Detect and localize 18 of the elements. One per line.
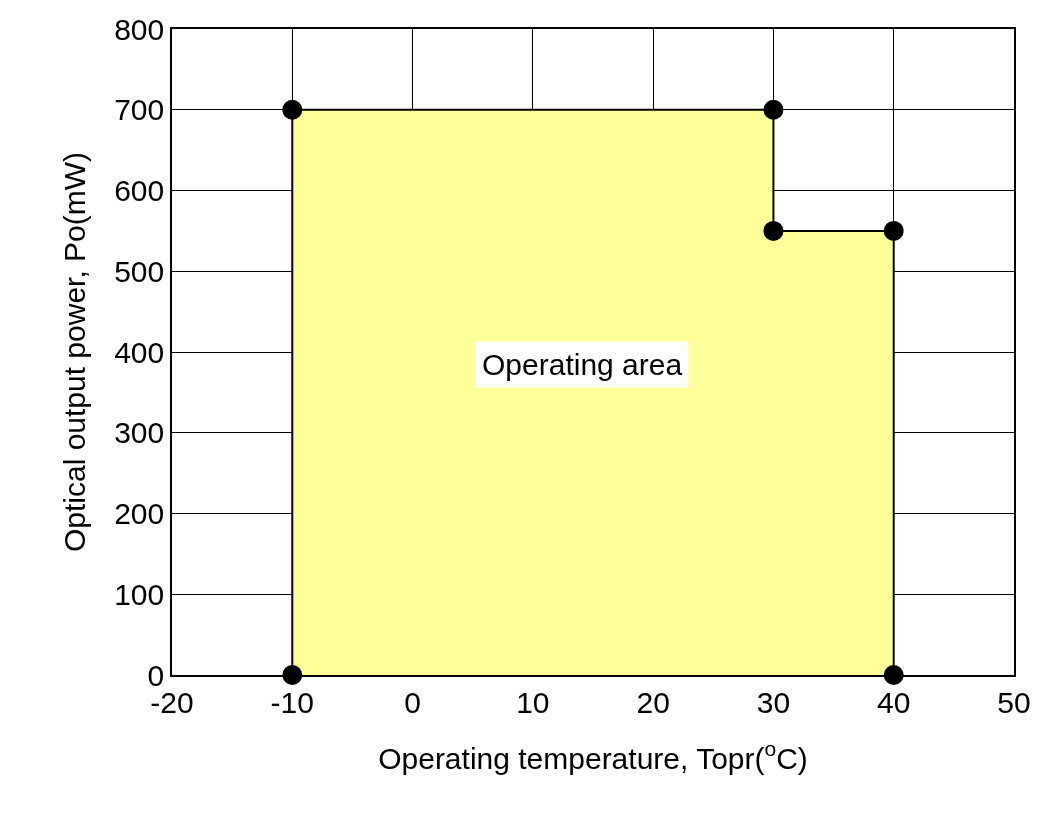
y-axis-title: Optical output power, Po(mW)	[57, 151, 91, 553]
annotation: Operating area	[482, 348, 683, 381]
y-tick-label: 500	[114, 254, 165, 288]
y-tick-label: 300	[114, 416, 165, 450]
x-tick-label: 40	[877, 685, 911, 719]
y-tick-label: 200	[114, 497, 165, 530]
y-tick-label: 800	[114, 12, 165, 46]
y-tick-label: 700	[114, 93, 165, 127]
x-tick-label: 30	[756, 685, 791, 719]
x-tick-label: 20	[636, 685, 670, 719]
x-tick-label: 0	[404, 685, 421, 719]
y-tick-label: 400	[114, 335, 165, 369]
x-axis-title: Operating temperature, Topr($^{o}$C)	[378, 737, 808, 775]
x-tick-label: 10	[516, 685, 550, 719]
x-tick-label: -10	[270, 685, 314, 719]
y-tick-label: 100	[114, 577, 165, 611]
y-tick-label: 600	[114, 174, 165, 207]
x-tick-label: 50	[997, 685, 1031, 719]
